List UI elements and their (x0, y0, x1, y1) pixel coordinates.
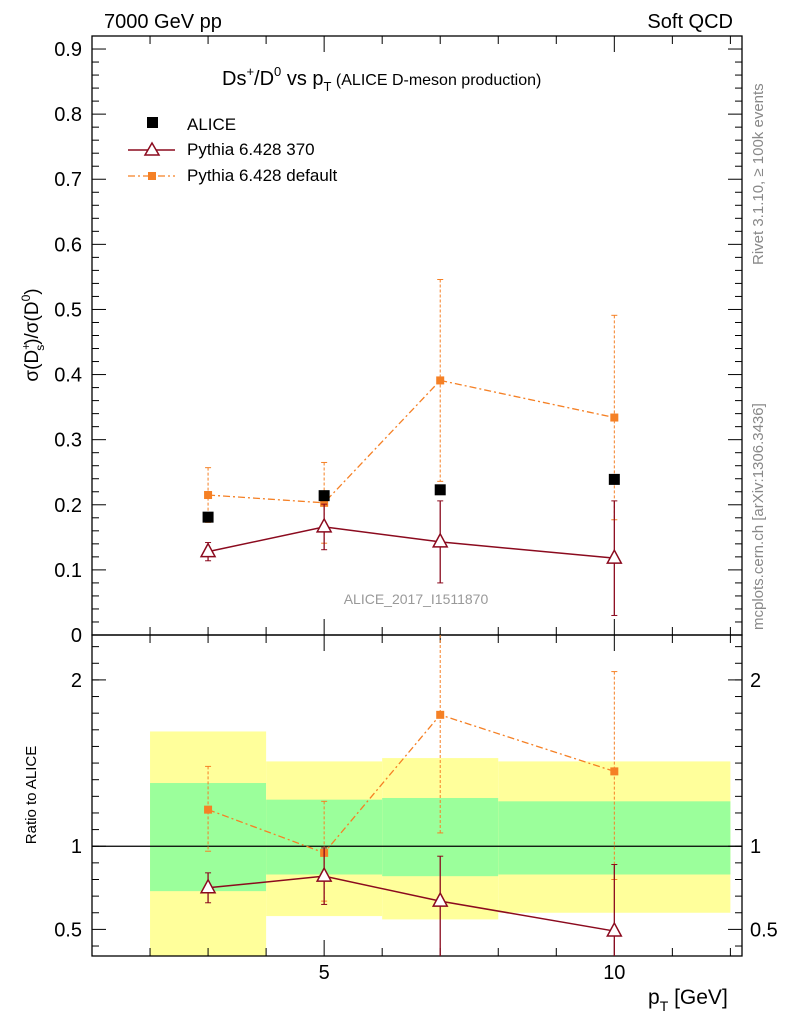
main-point-pythiadef (610, 413, 619, 422)
ratio-point-pythiadef (204, 805, 213, 814)
main-line-pythiadef (208, 379, 615, 504)
main-ytick-label-6: 0.6 (54, 234, 82, 256)
legend-label-alice: ALICE (187, 115, 236, 134)
plot-title: Ds+/D0 vs pT (ALICE D-meson production) (222, 64, 541, 94)
ratio-panel-frame (91, 634, 743, 957)
main-ylabel: σ(D+s)/σ(D0) (19, 288, 47, 381)
ratio-point-pythiadef (436, 710, 445, 719)
xtick-label-1: 10 (603, 962, 625, 984)
main-point-alice (434, 484, 446, 496)
main-ytick-label-2: 0.2 (54, 495, 82, 517)
ratio-ytick-label-left-0: 0.5 (54, 919, 82, 941)
main-point-pythiadef (204, 491, 213, 500)
legend-marker-pythiadef (148, 172, 156, 180)
ratio-point-pythiadef (610, 767, 619, 776)
main-point-alice (202, 511, 214, 523)
ratio-ytick-label-right-2: 2 (750, 670, 761, 692)
ratio-ytick-label-left-1: 1 (71, 836, 82, 858)
legend-marker-pythia370 (143, 141, 161, 156)
legend: ALICE Pythia 6.428 370 Pythia 6.428 defa… (128, 115, 338, 185)
ratio-ytick-label-right-0: 0.5 (750, 919, 778, 941)
main-point-alice (608, 473, 620, 485)
main-ytick-label-4: 0.4 (54, 365, 82, 387)
xtick-label-0: 5 (319, 962, 330, 984)
source-label: mcplots.cern.ch [arXiv:1306.3436] (750, 403, 767, 630)
main-point-pythiadef (320, 498, 329, 507)
x-axis-label: pT [GeV] (648, 986, 728, 1014)
main-ytick-label-3: 0.3 (54, 430, 82, 452)
ratio-point-pythia370 (315, 866, 333, 882)
main-point-pythia370 (606, 548, 623, 564)
main-ytick-label-8: 0.8 (54, 104, 82, 126)
ratio-point-pythia370 (606, 921, 623, 937)
ratio-series (199, 635, 623, 956)
axes: 0 0.1 0.2 0.3 0.4 0.5 0.6 0.7 0.8 0.9 0.5 0.5 1 1 2 2 5 1… (54, 36, 778, 984)
main-ytick-label-0: 0 (71, 625, 82, 647)
analysis-id-label: ALICE_2017_I1511870 (344, 591, 489, 607)
main-series (199, 279, 623, 616)
ratio-line-pythiadef (207, 714, 615, 854)
ratio-ytick-label-right-1: 1 (750, 836, 761, 858)
ratio-point-pythia370 (431, 891, 449, 907)
ratio-ytick-label-left-2: 2 (71, 670, 82, 692)
main-ytick-label-9: 0.9 (54, 39, 82, 61)
main-point-alice (318, 490, 330, 502)
main-point-pythia370 (199, 542, 217, 558)
header-left: 7000 GeV pp (104, 11, 222, 33)
header-right: Soft QCD (647, 11, 733, 33)
main-ytick-label-1: 0.1 (54, 560, 82, 582)
legend-label-pythiadef: Pythia 6.428 default (187, 166, 338, 185)
legend-marker-alice (147, 117, 158, 128)
ratio-point-pythia370 (199, 878, 217, 894)
rivet-version-label: Rivet 3.1.10, ≥ 100k events (750, 83, 767, 265)
legend-label-pythia370: Pythia 6.428 370 (187, 140, 315, 159)
main-ytick-label-5: 0.5 (54, 299, 82, 321)
main-line-pythia370 (207, 526, 615, 559)
main-ytick-label-7: 0.7 (54, 169, 82, 191)
main-point-pythia370 (431, 532, 449, 548)
ratio-line-pythia370 (207, 875, 615, 932)
ratio-ylabel: Ratio to ALICE (23, 746, 40, 844)
main-point-pythia370 (315, 517, 333, 533)
main-point-pythiadef (436, 376, 445, 385)
